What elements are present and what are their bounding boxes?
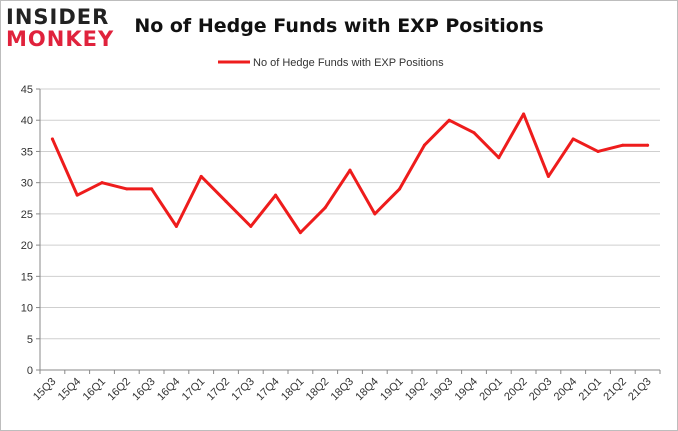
y-tick-label: 40 xyxy=(21,115,33,127)
x-tick-label: 21Q3 xyxy=(626,376,654,404)
data-point xyxy=(472,131,476,135)
x-tick-label: 20Q2 xyxy=(502,376,530,404)
data-point xyxy=(199,174,203,178)
x-tick-label: 18Q1 xyxy=(279,376,307,404)
x-tick-label: 19Q3 xyxy=(428,376,456,404)
x-tick-label: 19Q2 xyxy=(403,376,431,404)
x-tick-label: 17Q4 xyxy=(254,376,282,404)
data-point xyxy=(621,143,625,147)
y-tick-label: 10 xyxy=(21,303,33,315)
data-point xyxy=(373,212,377,216)
data-point xyxy=(323,206,327,210)
y-tick-label: 25 xyxy=(21,209,33,221)
x-tick-label: 20Q4 xyxy=(552,376,580,404)
data-point xyxy=(398,187,402,191)
insider-monkey-logo: INSIDER MONKEY xyxy=(6,6,130,50)
series-line xyxy=(50,112,650,235)
x-axis: 15Q315Q416Q116Q216Q316Q417Q117Q217Q317Q4… xyxy=(31,369,661,404)
data-point xyxy=(596,149,600,153)
data-point xyxy=(224,199,228,203)
data-point xyxy=(100,181,104,185)
x-tick-label: 19Q1 xyxy=(378,376,406,404)
data-point xyxy=(125,187,129,191)
x-tick-label: 15Q3 xyxy=(31,376,59,404)
x-tick-label: 21Q1 xyxy=(577,376,605,404)
y-axis: 0 5 10 15 20 25 30 35 40 45 xyxy=(21,84,41,377)
x-tick-label: 16Q2 xyxy=(105,376,133,404)
data-point xyxy=(274,193,278,197)
y-tick-label: 30 xyxy=(21,178,33,190)
logo-line1: INSIDER xyxy=(6,5,110,29)
x-tick-label: 21Q2 xyxy=(601,376,629,404)
data-point xyxy=(298,231,302,235)
series-layer xyxy=(50,112,650,235)
data-point xyxy=(571,137,575,141)
x-tick-label: 17Q1 xyxy=(180,376,208,404)
x-tick-label: 16Q4 xyxy=(155,376,183,404)
y-tick-label: 20 xyxy=(21,240,33,252)
data-point xyxy=(422,143,426,147)
x-tick-label: 18Q4 xyxy=(353,376,381,404)
y-tick-label: 35 xyxy=(21,146,33,158)
data-point xyxy=(249,224,253,228)
data-point xyxy=(50,137,54,141)
data-point xyxy=(497,156,501,160)
x-tick-label: 18Q3 xyxy=(329,376,357,404)
logo-line2: MONKEY xyxy=(6,27,115,51)
y-tick-label: 45 xyxy=(21,84,33,96)
data-point xyxy=(348,168,352,172)
x-tick-label: 20Q1 xyxy=(477,376,505,404)
x-tick-label: 17Q2 xyxy=(205,376,233,404)
legend-label: No of Hedge Funds with EXP Positions xyxy=(253,57,444,69)
y-tick-label: 15 xyxy=(21,271,33,283)
data-point xyxy=(75,193,79,197)
x-tick-label: 19Q4 xyxy=(453,376,481,404)
x-tick-label: 16Q1 xyxy=(81,376,109,404)
data-point xyxy=(522,112,526,116)
data-point xyxy=(447,118,451,122)
data-point xyxy=(646,143,650,147)
data-point xyxy=(150,187,154,191)
legend: No of Hedge Funds with EXP Positions xyxy=(218,57,444,69)
x-tick-label: 18Q2 xyxy=(304,376,332,404)
y-tick-label: 0 xyxy=(27,365,33,377)
data-point xyxy=(546,174,550,178)
y-tick-label: 5 xyxy=(27,334,33,346)
x-tick-label: 15Q4 xyxy=(56,376,84,404)
x-tick-label: 17Q3 xyxy=(229,376,257,404)
gridlines xyxy=(40,88,660,371)
chart-title: No of Hedge Funds with EXP Positions xyxy=(134,15,544,37)
data-point xyxy=(174,224,178,228)
x-tick-label: 16Q3 xyxy=(130,376,158,404)
x-tick-label: 20Q3 xyxy=(527,376,555,404)
